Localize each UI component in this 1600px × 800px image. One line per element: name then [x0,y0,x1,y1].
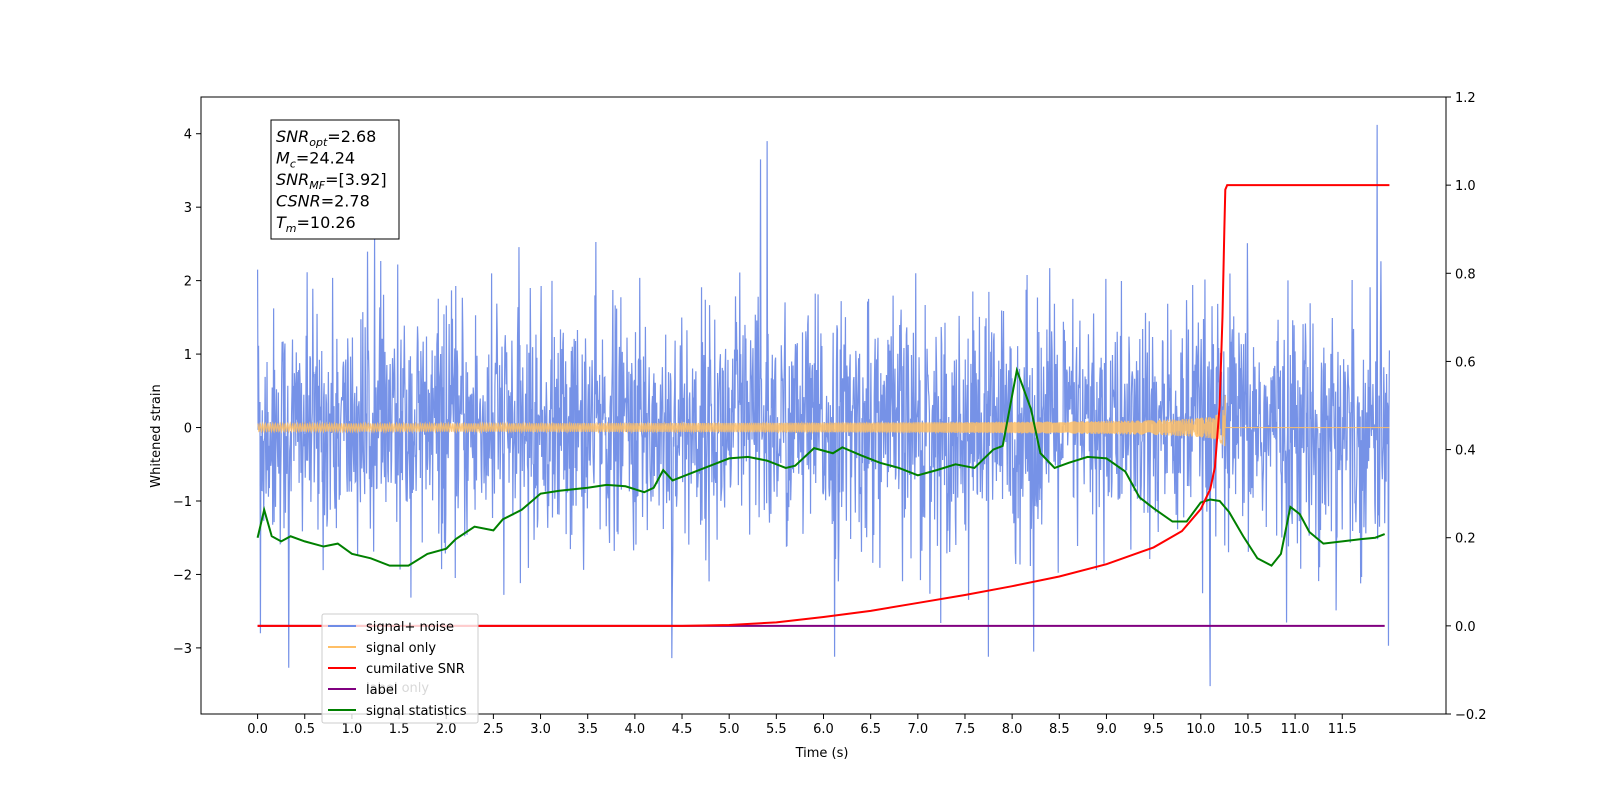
x-tick-label: 11.5 [1328,722,1357,737]
y2-tick-label: −0.2 [1455,708,1487,723]
axes-layer: 0.0 0.5 1.0 1.5 2.0 2.5 3.0 3.5 4.0 4.5 5.0 5.5 6.0 6… [173,91,1487,737]
y-tick-label: 4 [184,128,192,143]
y2-tick-label: 0.2 [1455,532,1476,547]
x-tick-label: 5.5 [766,722,787,737]
y-axis-label: Whitened strain [149,384,164,487]
annotation-line: CSNR=2.78 [276,192,370,211]
annotation-line: Mc=24.24 [276,149,355,171]
y2-tick-label: 0.8 [1455,267,1476,282]
x-tick-label: 1.0 [342,722,363,737]
legend-entry-label: signal only [366,641,436,656]
x-tick-label: 10.5 [1233,722,1262,737]
x-tick-label: 0.5 [294,722,315,737]
x-tick-label: 2.5 [483,722,504,737]
legend-frame [321,613,479,724]
x-tick-label: 9.0 [1096,722,1117,737]
x-tick-label: 9.5 [1143,722,1164,737]
legend-entry-label: signal statistics [366,704,467,719]
x-tick-label: 8.0 [1002,722,1023,737]
y-tick-label: −2 [173,568,192,583]
annotation-line: SNRopt=2.68 [276,127,376,149]
x-tick-label: 5.0 [719,722,740,737]
x-tick-label: 6.5 [860,722,881,737]
x-tick-label: 3.0 [530,722,551,737]
annotation-line: SNRMF=[3.92] [276,170,387,192]
legend-entry-label: cumilative SNR [366,662,465,677]
y-tick-label: 1 [184,348,192,363]
legend-entry-label: signal+ noise [366,620,454,635]
y2-tick-label: 0.4 [1455,444,1476,459]
series-signal-statistics [256,366,1386,567]
x-tick-label: 7.0 [907,722,928,737]
x-tick-label: 4.5 [672,722,693,737]
y2-tick-label: 1.0 [1455,179,1476,194]
annotation-line: Tm=10.26 [276,213,356,235]
x-tick-label: 7.5 [955,722,976,737]
y-tick-label: 2 [184,275,192,290]
annotation-frame [270,119,400,240]
series-layer [256,124,1391,687]
legend-entry-label: label [366,683,397,698]
y-tick-label: 3 [184,201,192,216]
legend: label only signal+ noise signal only cumila… [321,613,479,724]
x-tick-label: 2.0 [436,722,457,737]
annotation-box: SNRopt=2.68Mc=24.24SNRMF=[3.92]CSNR=2.78… [270,119,400,240]
x-tick-label: 1.5 [389,722,410,737]
x-tick-label: 0.0 [247,722,268,737]
y-tick-label: −1 [173,495,192,510]
y2-tick-label: 0.6 [1455,355,1476,370]
x-tick-label: 3.5 [577,722,598,737]
x-tick-label: 6.0 [813,722,834,737]
y-tick-label: −3 [173,642,192,657]
y-tick-label: 0 [184,422,192,437]
text-layer: Time (s) Whitened strain [149,384,848,761]
legend-hidden-label: label only [366,681,429,696]
x-tick-label: 8.5 [1049,722,1070,737]
y2-tick-label: 1.2 [1455,91,1476,106]
series-signal-only [257,395,1390,447]
plot-area [256,124,1391,687]
y2-tick-label: 0.0 [1455,620,1476,635]
x-tick-label: 11.0 [1281,722,1310,737]
series-cumulative-snr [257,184,1390,627]
x-axis-label: Time (s) [795,746,849,761]
series-signal-plus-noise [256,124,1391,687]
x-tick-label: 4.0 [625,722,646,737]
x-tick-label: 10.0 [1186,722,1215,737]
